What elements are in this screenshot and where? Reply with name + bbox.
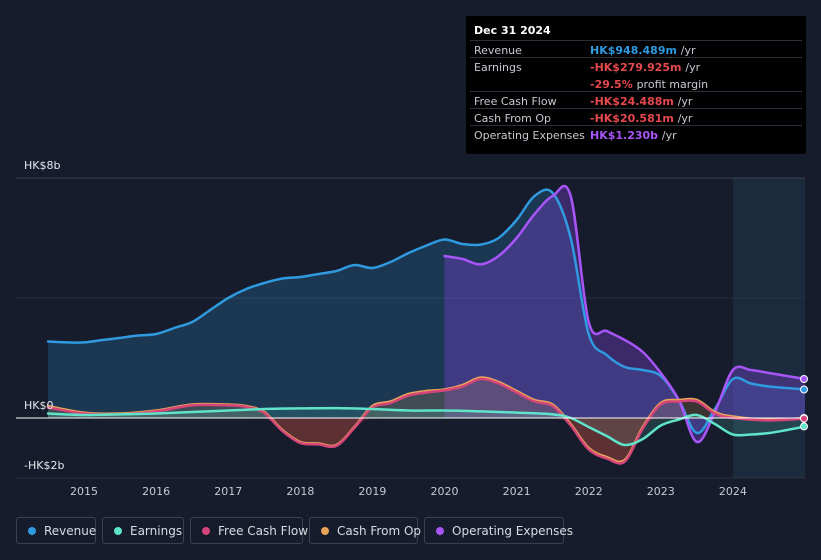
- series-area-revenue: [48, 189, 805, 434]
- x-tick-label: 2022: [575, 485, 603, 498]
- x-tick-label: 2023: [647, 485, 675, 498]
- tooltip-value: -29.5% profit margin: [590, 78, 709, 91]
- x-tick-label: 2019: [358, 485, 386, 498]
- negative-cash-flow-area: [48, 417, 805, 462]
- legend-dot-icon: [114, 527, 122, 535]
- legend-item-operating-expenses[interactable]: Operating Expenses: [424, 517, 573, 544]
- legend-item-revenue[interactable]: Revenue: [16, 517, 96, 544]
- series-area-operating-expenses: [444, 185, 805, 443]
- legend-label: Operating Expenses: [452, 524, 573, 538]
- x-tick-label: 2024: [719, 485, 747, 498]
- x-tick-label: 2016: [142, 485, 170, 498]
- tooltip-row-fcf: Free Cash Flow -HK$24.488m /yr: [470, 91, 802, 109]
- legend-label: Earnings: [130, 524, 183, 538]
- x-tick-label: 2020: [431, 485, 459, 498]
- tooltip-row-margin: -29.5% profit margin: [470, 74, 802, 92]
- series-line-operating-expenses: [443, 184, 807, 444]
- series-end-marker-revenue: [800, 385, 808, 394]
- tooltip-value: -HK$20.581m /yr: [590, 112, 693, 125]
- tooltip-value: HK$948.489m /yr: [590, 44, 696, 57]
- tooltip-row-revenue: Revenue HK$948.489m /yr: [470, 40, 802, 58]
- legend-dot-icon: [202, 527, 210, 535]
- tooltip-value: -HK$24.488m /yr: [590, 95, 693, 108]
- series-area-earnings: [48, 408, 805, 446]
- y-axis-label-zero: HK$0: [24, 399, 54, 412]
- tooltip-date: Dec 31 2024: [474, 24, 551, 37]
- legend-label: Cash From Op: [337, 524, 422, 538]
- tooltip-label: Earnings: [474, 61, 522, 74]
- series-end-marker-operating-expenses: [800, 375, 808, 383]
- series-line-free-cash-flow: [46, 377, 807, 465]
- y-axis-label-top: HK$8b: [24, 159, 61, 172]
- legend-item-earnings[interactable]: Earnings: [102, 517, 184, 544]
- legend-dot-icon: [436, 527, 444, 535]
- tooltip-label: Revenue: [474, 44, 522, 57]
- legend-item-free-cash-flow[interactable]: Free Cash Flow: [190, 517, 308, 544]
- x-tick-label: 2017: [214, 485, 242, 498]
- legend-label: Revenue: [44, 524, 97, 538]
- series-end-marker-earnings: [800, 422, 808, 431]
- series-line-earnings: [46, 406, 807, 447]
- x-tick-label: 2021: [503, 485, 531, 498]
- data-tooltip: Dec 31 2024 Revenue HK$948.489m /yr Earn…: [466, 16, 806, 154]
- legend-item-cash-from-op[interactable]: Cash From Op: [309, 517, 422, 544]
- tooltip-label: Free Cash Flow: [474, 95, 557, 108]
- x-tick-label: 2018: [286, 485, 314, 498]
- x-tick-label: 2015: [70, 485, 98, 498]
- tooltip-row-earnings: Earnings -HK$279.925m /yr: [470, 57, 802, 75]
- tooltip-row-opex: Operating Expenses HK$1.230b /yr: [470, 125, 802, 143]
- tooltip-value: HK$1.230b /yr: [590, 129, 677, 142]
- legend-dot-icon: [321, 527, 329, 535]
- tooltip-label: Cash From Op: [474, 112, 552, 125]
- legend-label: Free Cash Flow: [218, 524, 309, 538]
- legend-dot-icon: [28, 527, 36, 535]
- tooltip-label: Operating Expenses: [474, 129, 585, 142]
- tooltip-value: -HK$279.925m /yr: [590, 61, 701, 74]
- tooltip-row-cfo: Cash From Op -HK$20.581m /yr: [470, 108, 802, 126]
- y-axis-label-bottom: -HK$2b: [24, 459, 65, 472]
- series-end-marker-free-cash-flow: [800, 414, 808, 423]
